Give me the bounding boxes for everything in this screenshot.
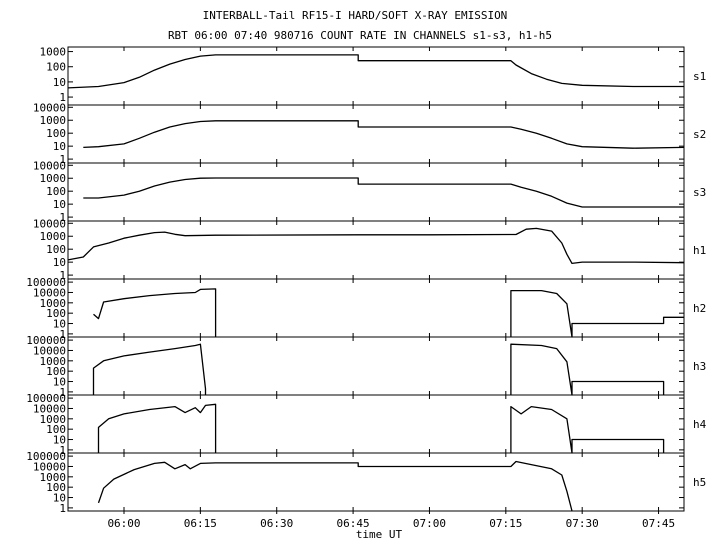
y-tick-label: 1000 (40, 114, 67, 127)
y-tick-label: 1000 (40, 471, 67, 484)
y-tick-label: 1000 (40, 230, 67, 243)
series-line-s3 (83, 177, 684, 208)
series-line-h4 (510, 405, 665, 454)
y-tick-label: 10000 (33, 159, 66, 172)
x-tick-label: 06:15 (184, 517, 217, 530)
panel-label: s3 (693, 186, 706, 199)
x-tick-label: 07:45 (642, 517, 675, 530)
series-line-s1 (67, 54, 684, 89)
panel-label: h5 (693, 476, 706, 489)
y-tick-label: 1000 (40, 413, 67, 426)
y-tick-label: 10000 (33, 344, 66, 357)
y-tick-label: 100 (46, 365, 66, 378)
y-tick-label: 10 (53, 492, 66, 505)
y-tick-label: 10000 (33, 217, 66, 230)
x-tick-label: 07:00 (413, 517, 446, 530)
y-tick-label: 10000 (33, 402, 66, 415)
series-line-h3 (510, 343, 665, 396)
y-tick-label: 1 (59, 444, 66, 457)
series-line-h2 (510, 289, 684, 338)
x-tick-label: 07:15 (489, 517, 522, 530)
panel-frame (67, 336, 685, 396)
panel-frame (67, 46, 685, 106)
y-tick-label: 1 (59, 502, 66, 515)
series-line-s2 (83, 120, 685, 149)
y-tick-label: 100 (46, 307, 66, 320)
panel-frame (67, 162, 685, 222)
series-line-h3 (92, 343, 207, 395)
panel-label: h3 (693, 360, 706, 373)
panel-frame (67, 104, 685, 164)
y-tick-label: 1 (59, 269, 66, 282)
y-tick-label: 100 (46, 423, 66, 436)
series-line-h4 (97, 403, 217, 453)
panel-frame (67, 452, 685, 512)
y-tick-label: 100 (46, 481, 66, 494)
y-tick-label: 1 (59, 328, 66, 341)
y-tick-label: 1 (59, 211, 66, 224)
panel-label: h1 (693, 244, 706, 257)
x-axis-title: time UT (356, 528, 403, 541)
panel-stack: 1000100101s1100001000100101s210000100010… (26, 46, 706, 515)
y-tick-label: 1000 (40, 46, 67, 59)
y-tick-label: 1000 (40, 172, 67, 185)
y-tick-label: 100000 (26, 276, 66, 289)
y-tick-label: 1 (59, 386, 66, 399)
series-line-h2 (93, 288, 217, 337)
y-tick-label: 100000 (26, 450, 66, 463)
y-tick-label: 100 (46, 243, 66, 256)
y-tick-label: 1 (59, 91, 66, 104)
panel-frame (67, 220, 685, 280)
y-tick-label: 1 (59, 153, 66, 166)
y-tick-label: 10000 (33, 460, 66, 473)
chart-subtitle: RBT 06:00 07:40 980716 COUNT RATE IN CHA… (168, 29, 552, 42)
y-tick-label: 10 (53, 434, 66, 447)
y-tick-label: 100 (46, 127, 66, 140)
y-tick-label: 100 (46, 61, 66, 74)
x-tick-label: 07:30 (566, 517, 599, 530)
panel-label: s2 (693, 128, 706, 141)
panel-label: s1 (693, 70, 706, 83)
y-tick-label: 10 (53, 376, 66, 389)
y-tick-label: 10 (53, 76, 66, 89)
y-tick-label: 1000 (40, 297, 67, 310)
y-tick-label: 100000 (26, 392, 66, 405)
y-tick-label: 100000 (26, 334, 66, 347)
y-tick-label: 10 (53, 318, 66, 331)
y-tick-label: 10 (53, 256, 66, 269)
panel-frame (67, 278, 685, 338)
y-tick-label: 10 (53, 198, 66, 211)
x-tick-label: 06:45 (337, 517, 370, 530)
y-tick-label: 10 (53, 140, 66, 153)
panel-label: h2 (693, 302, 706, 315)
chart-title: INTERBALL-Tail RF15-I HARD/SOFT X-RAY EM… (203, 9, 508, 22)
x-axis: 06:00 06:15 06:30 06:45 07:00 07:15 07:30 07:45 (107, 511, 675, 530)
y-tick-label: 10000 (33, 101, 66, 114)
panel-frame (67, 394, 685, 454)
x-tick-label: 06:30 (260, 517, 293, 530)
y-tick-label: 100 (46, 185, 66, 198)
x-tick-label: 06:00 (107, 517, 140, 530)
y-tick-label: 1000 (40, 355, 67, 368)
panel-label: h4 (693, 418, 707, 431)
panel-s1: 1000 100 10 1 s1 (40, 46, 706, 106)
series-line-h5 (97, 460, 573, 512)
y-tick-label: 10000 (33, 286, 66, 299)
series-line-h1 (67, 227, 685, 265)
